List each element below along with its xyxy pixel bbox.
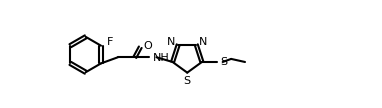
Text: N: N xyxy=(199,37,208,48)
Text: S: S xyxy=(184,76,191,87)
Text: S: S xyxy=(220,57,228,67)
Text: NH: NH xyxy=(152,53,169,63)
Text: F: F xyxy=(107,37,113,47)
Text: O: O xyxy=(143,41,152,51)
Text: N: N xyxy=(167,37,175,48)
